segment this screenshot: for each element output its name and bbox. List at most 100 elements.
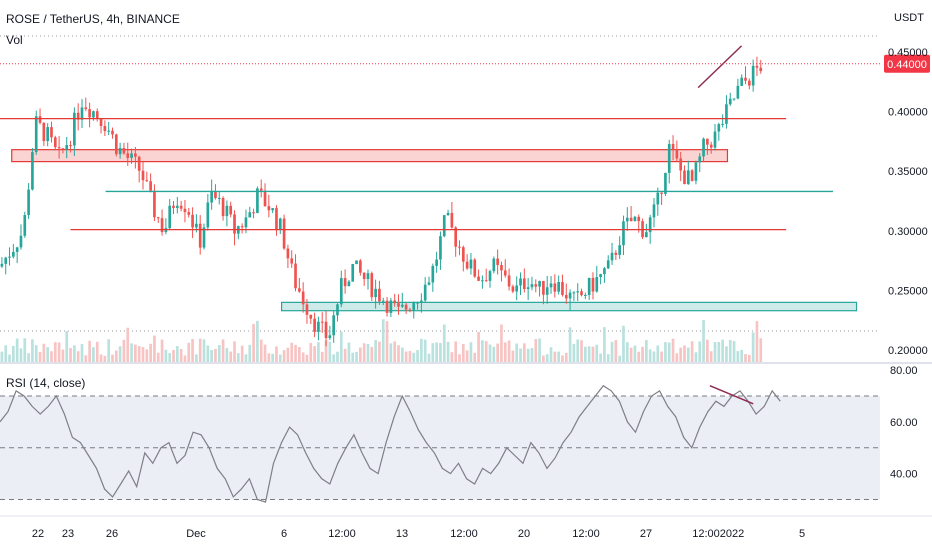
volume-bar — [561, 355, 564, 362]
time-tick-label: 23 — [62, 528, 74, 540]
candle-body — [332, 315, 336, 336]
candle-body — [648, 217, 652, 233]
time-tick-label: 22 — [32, 528, 44, 540]
volume-bar — [751, 332, 755, 362]
volume-bar — [149, 343, 152, 362]
volume-bar — [134, 344, 137, 362]
volume-bar — [400, 347, 404, 362]
volume-bar — [736, 351, 740, 362]
candle-body — [633, 216, 637, 222]
volume-bar — [298, 347, 301, 362]
candle-body — [248, 212, 252, 218]
volume-bar — [236, 353, 240, 362]
candle-body — [469, 259, 473, 269]
volume-bar — [614, 340, 618, 362]
candle-body — [267, 206, 271, 211]
volume-bar — [156, 352, 160, 362]
volume-bar — [290, 342, 294, 362]
candle-body — [637, 216, 641, 222]
volume-bar — [252, 323, 255, 362]
volume-bar — [721, 339, 724, 362]
volume-bar — [210, 349, 213, 362]
candle-body — [740, 77, 744, 86]
candle-body — [27, 189, 30, 216]
candle-body — [496, 258, 499, 266]
candle-body — [679, 158, 683, 171]
candle-body — [694, 162, 698, 181]
volume-bar — [385, 321, 389, 362]
candle-body — [343, 278, 347, 287]
volume-bar — [339, 331, 343, 362]
volume-bar — [629, 347, 633, 362]
candle-body — [130, 153, 133, 158]
candle-body — [591, 277, 595, 292]
candle-body — [118, 147, 122, 155]
candle-body — [507, 275, 511, 287]
candle-body — [645, 232, 648, 238]
volume-bar — [435, 342, 438, 362]
candle-body — [156, 217, 160, 219]
volume-bar — [667, 342, 671, 362]
time-tick-label: 12:00 — [450, 528, 478, 540]
candle-body — [625, 217, 629, 222]
candle-body — [187, 212, 191, 215]
volume-bar — [408, 351, 412, 362]
volume-bar — [511, 350, 515, 362]
candle-body — [400, 304, 404, 307]
volume-bar — [88, 340, 91, 362]
candle-body — [103, 126, 107, 132]
candle-body — [385, 300, 389, 313]
candle-body — [107, 130, 111, 132]
volume-bar — [229, 351, 233, 362]
candle-body — [370, 273, 374, 298]
candle-body — [503, 270, 507, 276]
candle-body — [286, 248, 290, 259]
volume-bar — [500, 324, 503, 362]
candle-body — [500, 265, 503, 271]
volume-bar — [610, 341, 614, 362]
candle-body — [290, 258, 294, 264]
volume-bar — [744, 354, 747, 362]
volume-bar — [366, 344, 370, 362]
candle-body — [259, 188, 263, 191]
volume-bar — [603, 327, 606, 362]
candle-body — [732, 98, 736, 100]
candle-body — [84, 107, 88, 110]
candle-body — [88, 109, 91, 118]
candle-body — [420, 300, 423, 303]
candle-body — [667, 143, 671, 173]
candle-body — [92, 111, 95, 118]
volume-bar — [679, 347, 683, 362]
candle-body — [686, 170, 690, 185]
candle-body — [511, 286, 515, 292]
candle-body — [671, 143, 675, 150]
volume-bar — [564, 352, 568, 362]
volume-bar — [73, 345, 76, 362]
volume-bar — [233, 341, 236, 362]
volume-bar — [591, 346, 595, 362]
candle-body — [431, 265, 435, 283]
volume-bar — [660, 351, 663, 362]
volume-bar — [84, 355, 88, 362]
candle-body — [214, 190, 217, 199]
candle-body — [568, 292, 572, 299]
candle-body — [542, 281, 545, 295]
candle-body — [477, 276, 480, 281]
candle-body — [439, 236, 442, 260]
price-trendline — [697, 45, 743, 89]
volume-bar — [503, 342, 507, 362]
candle-body — [50, 127, 53, 138]
candle-body — [526, 287, 530, 290]
volume-bar — [27, 353, 30, 362]
candle-body — [652, 204, 656, 218]
volume-bar — [584, 346, 587, 362]
candle-body — [538, 281, 541, 287]
candle-body — [141, 170, 145, 181]
volume-bar — [599, 353, 602, 362]
candle-body — [252, 212, 255, 214]
candle-body — [15, 247, 19, 252]
volume-bar — [469, 342, 473, 362]
volume-bar — [545, 354, 549, 362]
time-tick-label: 5 — [799, 528, 805, 540]
volume-bar — [645, 340, 648, 362]
